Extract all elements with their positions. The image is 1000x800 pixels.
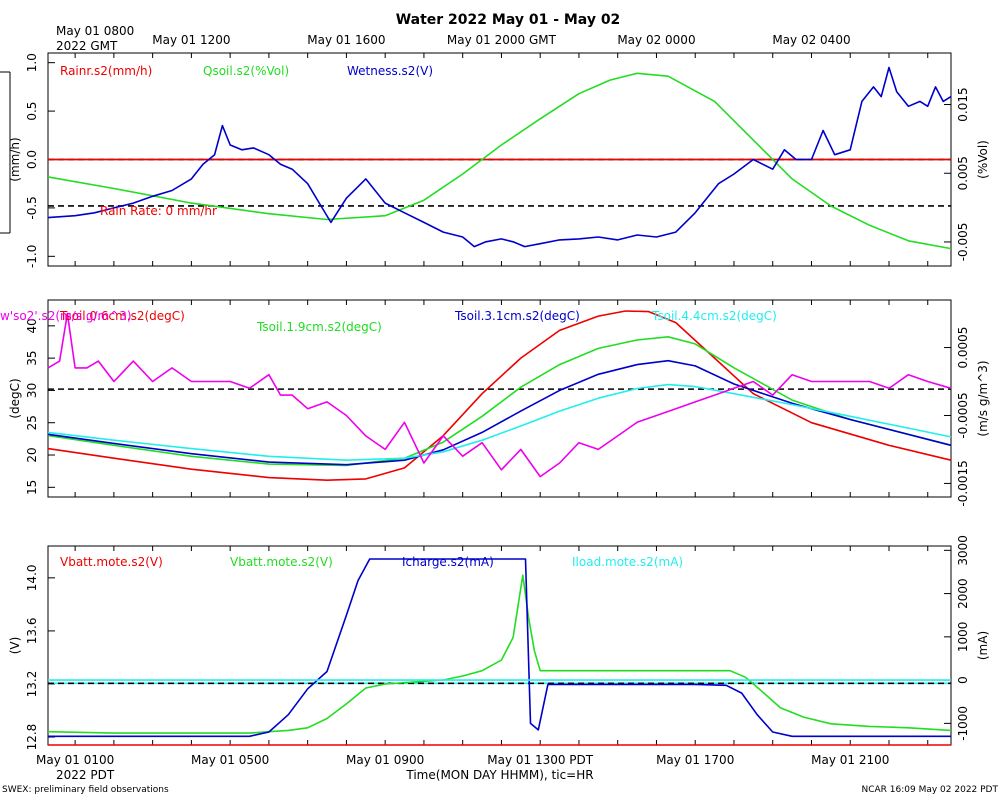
bottom-time-label: May 01 1300 PDT (487, 753, 594, 767)
right-tick-label: -0.0005 (956, 392, 970, 438)
left-tick-label: 25 (25, 415, 39, 430)
left-tick-label: 13.2 (25, 671, 39, 698)
series-line (47, 574, 952, 734)
left-tick-label: 12.8 (25, 724, 39, 751)
left-tick-label: 14.0 (25, 564, 39, 591)
legend-label: Tsoil.1.9cm.s2(degC) (256, 320, 382, 334)
left-tick-label: 35 (25, 350, 39, 365)
right-tick-label: 0.0005 (956, 327, 970, 369)
right-tick-label: -0.005 (956, 223, 970, 262)
legend-label: Tsoil.4.4cm.s2(degC) (651, 309, 777, 323)
footer-left-note: SWEX: preliminary field observations (2, 785, 169, 795)
legend-label: Wetness.s2(V) (347, 64, 433, 78)
right-tick-label: -0.0015 (956, 460, 970, 506)
series-line (47, 383, 952, 462)
footer-right-note: NCAR 16:09 May 02 2022 PDT (862, 785, 999, 795)
legend-label: Iload.mote.s2(mA) (572, 555, 683, 569)
series-line (47, 66, 952, 248)
legend-label: Vbatt.mote.s2(V) (60, 555, 163, 569)
right-axis-label: (%Vol) (976, 140, 990, 179)
bottom-time-label: May 01 0100 (36, 753, 114, 767)
chart-title: Water 2022 May 01 - May 02 (396, 12, 621, 28)
right-tick-label: 0 (956, 676, 970, 684)
left-tick-label: 1.0 (25, 53, 39, 72)
left-tick-label: 0.0 (25, 150, 39, 169)
right-tick-label: 2000 (956, 578, 970, 609)
left-axis-label: (mm/h) (8, 137, 22, 181)
bottom-time-label: May 01 0900 (346, 753, 424, 767)
legend-label: Qsoil.s2(%Vol) (203, 64, 289, 78)
top-time-label: May 01 1600 (307, 33, 385, 47)
right-axis-label: (m/s g/m^3) (976, 360, 990, 436)
series-line (47, 359, 952, 466)
top-time-labels: May 01 1200 May 01 1600 May 01 2000 GMT May… (152, 33, 850, 47)
left-tick-label: -0.5 (25, 196, 39, 219)
series-line (47, 335, 952, 467)
right-tick-label: -1000 (956, 706, 970, 741)
bottom-left-year-label: 2022 PDT (56, 768, 115, 782)
x-axis-label: Time(MON DAY HHMM), tic=HR (405, 768, 593, 782)
chart-panels: -1.0 -0.5 0.0 0.5 1.0 (mm/h) -0.005 0.005 0.015 (… (0, 52, 990, 750)
top-left-time-label: May 01 0800 (56, 24, 134, 38)
left-axis-label: (degC) (8, 378, 22, 418)
left-axis-label: (V) (8, 637, 22, 655)
top-time-label: May 02 0000 (617, 33, 695, 47)
right-tick-label: 3000 (956, 535, 970, 566)
panel-water: -1.0 -0.5 0.0 0.5 1.0 (mm/h) -0.005 0.005 0.015 (… (8, 52, 990, 268)
top-time-label: May 01 2000 GMT (447, 33, 557, 47)
right-tick-label: 1000 (956, 622, 970, 653)
legend-label: Vbatt.mote.s2(V) (230, 555, 333, 569)
legend-label: w'so2'.s2(m/s g/m^3) (0, 309, 132, 323)
legend-label: Tsoil.0.6cm.s2(degC) (59, 309, 185, 323)
bottom-time-label: May 01 2100 (811, 753, 889, 767)
series-line (47, 72, 952, 250)
series-line (47, 312, 952, 478)
series-line (48, 558, 951, 738)
left-tick-label: 30 (25, 383, 39, 398)
top-left-year-label: 2022 GMT (56, 39, 118, 53)
legend-label: Icharge.s2(mA) (402, 555, 494, 569)
right-tick-label: 0.015 (956, 87, 970, 121)
right-axis-label: (mA) (976, 631, 990, 660)
left-tick-label: 40 (25, 318, 39, 333)
panel-frame (47, 545, 952, 746)
left-tick-label: -1.0 (25, 245, 39, 268)
left-tick-label: 20 (25, 447, 39, 462)
edge-bracket (0, 71, 11, 234)
bottom-time-label: May 01 0500 (191, 753, 269, 767)
bottom-time-label: May 01 1700 (656, 753, 734, 767)
bottom-time-labels: May 01 0100 May 01 0500 May 01 0900 May 01 … (36, 753, 889, 767)
left-tick-label: 15 (25, 480, 39, 495)
annotation-label: Rain Rate: 0 mm/hr (100, 204, 217, 218)
top-time-label: May 02 0400 (772, 33, 850, 47)
right-tick-label: 0.005 (956, 156, 970, 190)
panel-power: 12.8 13.2 13.6 14.0 (V) -1000 0 1000 2000 3000 (mA… (8, 535, 990, 750)
legend-label: Tsoil.3.1cm.s2(degC) (454, 309, 580, 323)
left-tick-label: 0.5 (25, 102, 39, 121)
legend-label: Rainr.s2(mm/h) (60, 64, 152, 78)
panel-soil-temperature: 15 20 25 30 35 40 (degC) -0.0015 -0.0005 0.0005 (m… (0, 299, 990, 507)
left-tick-label: 13.6 (25, 618, 39, 645)
top-time-label: May 01 1200 (152, 33, 230, 47)
panel-frame (47, 299, 952, 498)
